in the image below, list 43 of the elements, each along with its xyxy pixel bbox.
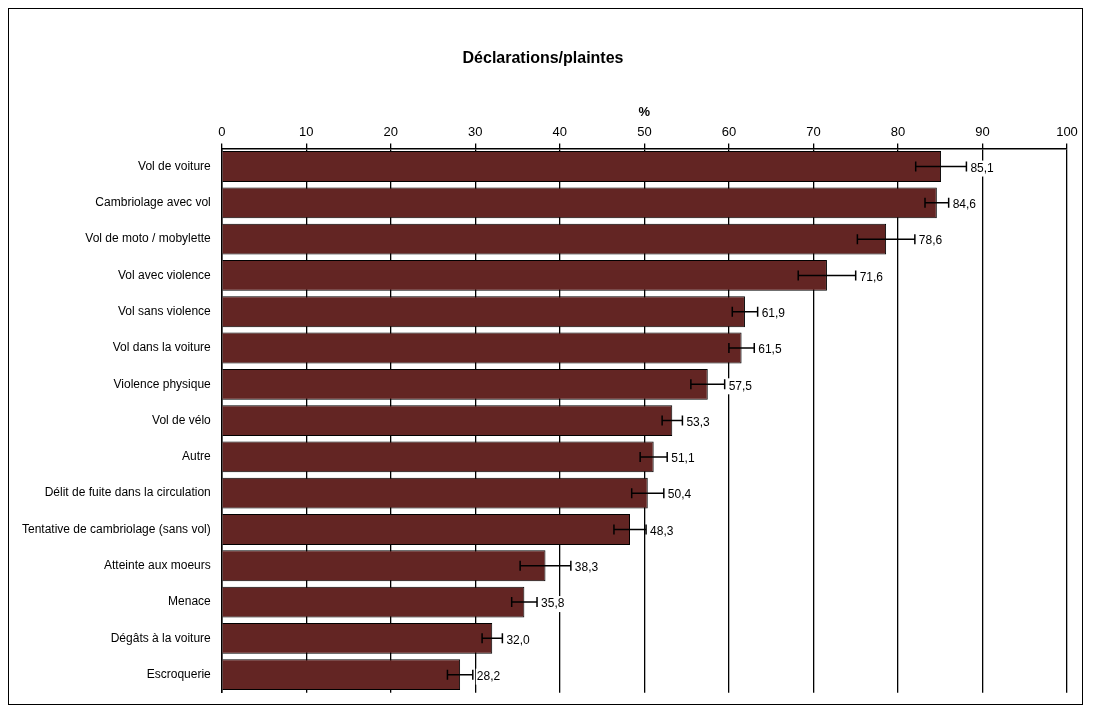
y-tick-label: Menace <box>168 594 212 609</box>
x-tick-label: 60 <box>721 124 737 140</box>
data-label: 61,9 <box>761 306 786 321</box>
x-tick-label: 90 <box>975 124 990 140</box>
y-tick-label: Délit de fuite dans la circulation <box>44 485 211 500</box>
x-tick-label: 30 <box>468 124 483 140</box>
x-tick-label: 80 <box>890 124 906 140</box>
data-label: 53,3 <box>686 414 711 429</box>
y-tick-label: Vol de moto / mobylette <box>85 231 212 246</box>
y-tick-label: Tentative de cambriolage (sans vol) <box>21 521 211 536</box>
y-tick-label: Vol dans la voiture <box>112 340 212 355</box>
x-tick-label: 20 <box>383 124 399 140</box>
y-tick-label: Atteinte aux moeurs <box>104 558 211 573</box>
data-label: 78,6 <box>918 233 943 248</box>
y-tick-label: Vol avec violence <box>118 267 212 282</box>
data-label: 85,1 <box>970 160 995 175</box>
data-label: 48,3 <box>650 523 674 538</box>
data-label: 35,8 <box>541 596 565 611</box>
data-label: 51,1 <box>671 451 695 466</box>
x-tick-label: 70 <box>806 124 821 140</box>
data-label: 38,3 <box>574 560 599 575</box>
data-label: 61,5 <box>758 342 782 357</box>
data-label: 32,0 <box>506 632 531 647</box>
x-tick-label: 0 <box>218 124 226 140</box>
data-label: 71,6 <box>859 269 884 284</box>
y-tick-label: Violence physique <box>113 376 212 391</box>
y-tick-label: Vol sans violence <box>118 304 212 319</box>
x-axis-title: % <box>638 103 651 119</box>
y-tick-label: Autre <box>182 449 212 464</box>
y-tick-label: Cambriolage avec vol <box>95 195 211 210</box>
chart-title: Déclarations/plaintes <box>462 49 624 67</box>
y-tick-label: Dégâts à la voiture <box>110 630 212 645</box>
x-tick-label: 10 <box>299 124 314 140</box>
x-tick-label: 40 <box>552 124 568 140</box>
y-tick-label: Vol de voiture <box>138 158 212 173</box>
data-label: 57,5 <box>728 378 753 393</box>
x-tick-label: 100 <box>1056 124 1078 140</box>
y-tick-label: Escroquerie <box>146 666 212 681</box>
data-label: 84,6 <box>952 197 977 212</box>
data-label: 28,2 <box>476 668 501 683</box>
data-label: 50,4 <box>667 487 692 502</box>
y-tick-label: Vol de vélo <box>152 412 212 427</box>
x-tick-label: 50 <box>637 124 652 140</box>
